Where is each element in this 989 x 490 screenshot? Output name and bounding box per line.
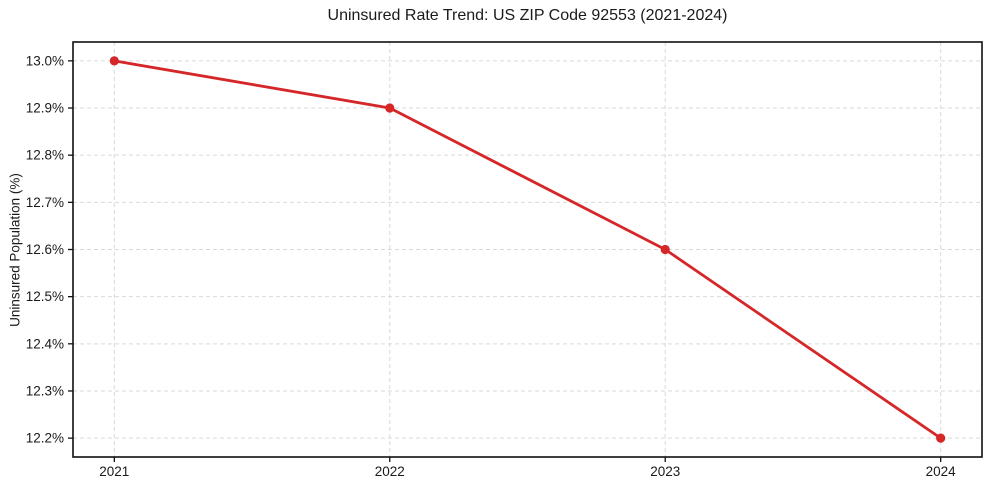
x-tick-label: 2021 <box>99 464 129 479</box>
y-tick-label: 12.4% <box>26 336 64 351</box>
data-point-2021 <box>109 56 119 66</box>
x-tick-label: 2022 <box>375 464 405 479</box>
y-tick-label: 12.3% <box>26 383 64 398</box>
chart-title: Uninsured Rate Trend: US ZIP Code 92553 … <box>327 7 728 24</box>
y-tick-label: 12.7% <box>26 195 64 210</box>
data-point-2022 <box>385 103 395 113</box>
trend-line <box>112 59 943 440</box>
y-tick-label: 12.8% <box>26 148 64 163</box>
data-point-2024 <box>936 433 946 443</box>
data-point-2023 <box>660 244 670 255</box>
y-tick-label: 13.0% <box>26 53 64 68</box>
x-tick-label: 2024 <box>926 464 957 479</box>
y-tick-label: 12.9% <box>26 101 64 116</box>
x-tick-label: 2023 <box>650 464 680 479</box>
y-tick-label: 12.2% <box>26 431 64 446</box>
y-tick-label: 12.5% <box>26 289 64 304</box>
y-tick-label: 12.6% <box>26 242 64 257</box>
